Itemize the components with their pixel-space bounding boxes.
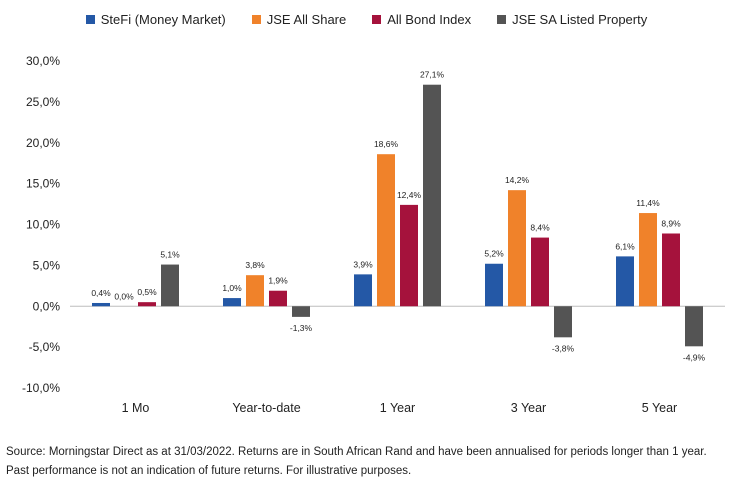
legend-item: SteFi (Money Market): [85, 9, 226, 29]
footnote-line-2: Past performance is not an indication of…: [6, 465, 412, 477]
data-label: 6,1%: [615, 241, 635, 251]
bar: [138, 302, 156, 307]
data-label: 0,4%: [91, 288, 111, 298]
legend-swatch: [251, 14, 261, 24]
data-label: 27,1%: [420, 70, 445, 80]
data-label: -4,9%: [683, 352, 706, 362]
bar: [377, 154, 395, 307]
y-tick-label: -10,0%: [22, 381, 60, 395]
legend-label: JSE SA Listed Property: [512, 11, 648, 27]
bar: [685, 306, 703, 347]
data-label: 0,5%: [137, 287, 157, 297]
bar: [354, 274, 372, 307]
data-label: -3,8%: [552, 343, 575, 353]
legend-label: SteFi (Money Market): [100, 11, 226, 27]
bar: [485, 263, 503, 307]
data-label: 3,8%: [245, 260, 265, 270]
bar: [662, 233, 680, 307]
data-label: 5,1%: [160, 250, 180, 260]
footnote-line-1: Source: Morningstar Direct as at 31/03/2…: [6, 446, 707, 458]
bar: [400, 204, 418, 307]
data-label: 0,0%: [114, 291, 134, 301]
bar: [423, 84, 441, 307]
y-tick-label: 30,0%: [26, 54, 60, 68]
data-label: 14,2%: [505, 175, 530, 185]
bar: [92, 302, 110, 307]
bar: [269, 290, 287, 307]
y-tick-label: 10,0%: [26, 218, 60, 232]
data-label: 8,4%: [530, 223, 550, 233]
y-tick-label: -5,0%: [29, 340, 61, 354]
y-tick-label: 0,0%: [33, 299, 61, 313]
y-tick-label: 15,0%: [26, 177, 60, 191]
x-category-label: 5 Year: [642, 401, 677, 415]
legend-item: JSE SA Listed Property: [497, 9, 647, 29]
bar: [508, 190, 526, 307]
data-label: 3,9%: [353, 259, 373, 269]
bar: [223, 298, 241, 307]
chart-legend: SteFi (Money Market) JSE All Share All Bon…: [0, 9, 733, 29]
x-category-label: 1 Year: [380, 401, 415, 415]
legend-item: JSE All Share: [251, 9, 347, 29]
bar: [616, 256, 634, 307]
legend-item: All Bond Index: [372, 9, 471, 29]
y-tick-label: 5,0%: [33, 258, 61, 272]
x-category-label: 3 Year: [511, 401, 546, 415]
data-label: 1,0%: [222, 283, 242, 293]
bar-chart: 30,0% 25,0% 20,0% 15,0% 10,0% 5,0% 0,0% -5,0% -1…: [22, 54, 725, 415]
data-label: 1,9%: [268, 276, 288, 286]
source-footnote: Source: Morningstar Direct as at 31/03/2…: [6, 443, 731, 481]
legend-swatch: [497, 14, 507, 24]
bar: [531, 237, 549, 307]
data-label: 18,6%: [374, 139, 399, 149]
data-label: 11,4%: [636, 198, 660, 208]
bar: [161, 264, 179, 307]
data-label: 8,9%: [661, 218, 681, 228]
legend-swatch: [372, 14, 382, 24]
legend-label: All Bond Index: [387, 11, 472, 27]
x-category-label: Year-to-date: [232, 401, 300, 415]
y-tick-label: 25,0%: [26, 95, 60, 109]
data-label: 5,2%: [484, 249, 504, 259]
bar: [639, 213, 657, 307]
legend-label: JSE All Share: [266, 11, 347, 27]
legend-swatch: [85, 14, 95, 24]
x-category-label: 1 Mo: [122, 401, 150, 415]
bar: [292, 306, 310, 317]
bar: [246, 275, 264, 307]
bar: [554, 306, 572, 338]
y-tick-label: 20,0%: [26, 136, 60, 150]
data-label: -1,3%: [290, 323, 313, 333]
data-label: 12,4%: [397, 190, 422, 200]
